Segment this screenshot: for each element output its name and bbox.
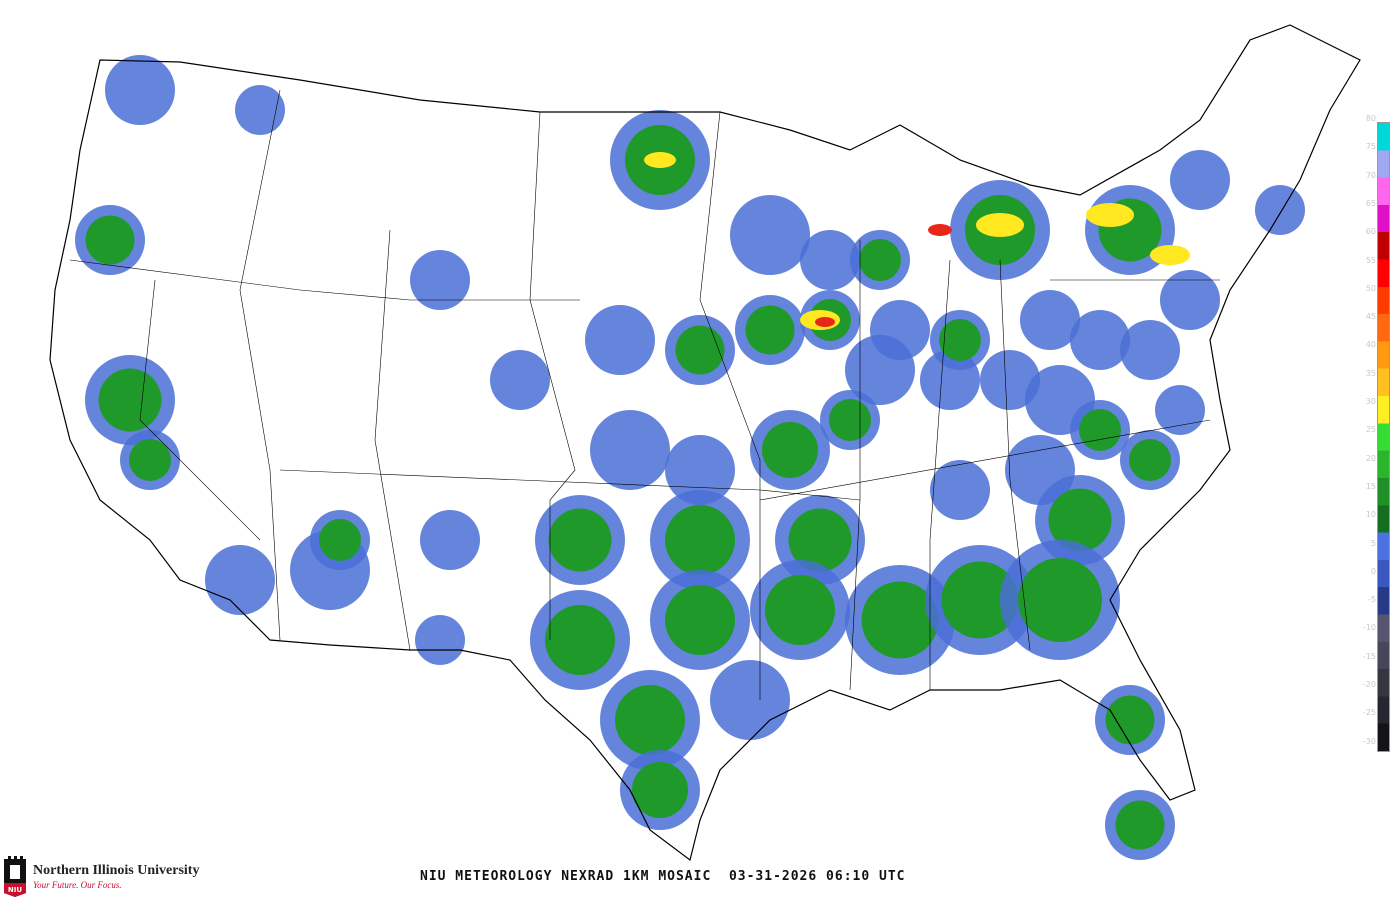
radar-echo-heavy bbox=[976, 213, 1024, 237]
radar-echo-moderate bbox=[319, 519, 361, 561]
radar-echo-light bbox=[590, 410, 670, 490]
scale-label: -30 bbox=[1362, 736, 1376, 746]
scale-label: -15 bbox=[1362, 651, 1376, 661]
radar-echo-moderate bbox=[1105, 695, 1155, 745]
radar-echo-light bbox=[1070, 310, 1130, 370]
radar-echo-light bbox=[1155, 385, 1205, 435]
radar-echo-moderate bbox=[615, 685, 685, 755]
radar-echo-moderate bbox=[85, 215, 135, 265]
logo-text: NIU bbox=[8, 886, 22, 894]
radar-echo-moderate bbox=[1129, 439, 1171, 481]
scale-label: 80 bbox=[1365, 114, 1376, 123]
radar-echo-moderate bbox=[745, 305, 795, 355]
radar-echo-light bbox=[800, 230, 860, 290]
radar-echo-heavy bbox=[1150, 245, 1190, 265]
scale-label: 10 bbox=[1365, 510, 1376, 520]
scale-label: 70 bbox=[1365, 170, 1376, 180]
radar-echo-light bbox=[105, 55, 175, 125]
scale-label: 60 bbox=[1365, 227, 1376, 237]
radar-echo-moderate bbox=[1018, 558, 1102, 642]
niu-logo-icon: NIU bbox=[4, 856, 26, 897]
radar-echo-moderate bbox=[859, 239, 901, 281]
radar-echo-moderate bbox=[98, 368, 162, 432]
scale-label: -20 bbox=[1362, 680, 1376, 689]
radar-echo-moderate bbox=[762, 422, 818, 478]
radar-echo-moderate bbox=[939, 319, 981, 361]
radar-echo-light bbox=[1020, 290, 1080, 350]
scale-label: 55 bbox=[1365, 255, 1376, 265]
scale-label: 35 bbox=[1365, 368, 1376, 378]
radar-echo-moderate bbox=[861, 581, 939, 659]
reflectivity-color-scale bbox=[1377, 122, 1390, 752]
radar-echo-moderate bbox=[1115, 800, 1165, 850]
radar-echo-moderate bbox=[765, 575, 835, 645]
map-caption: NIU METEOROLOGY NEXRAD 1KM MOSAIC 03-31-… bbox=[420, 869, 906, 884]
radar-echo-moderate bbox=[941, 561, 1019, 639]
scale-label: 15 bbox=[1365, 481, 1376, 491]
scale-label: 0 bbox=[1370, 566, 1376, 576]
radar-echo-light bbox=[980, 350, 1040, 410]
radar-echo-light bbox=[205, 545, 275, 615]
us-outline bbox=[49, 24, 1361, 862]
radar-echo-moderate bbox=[548, 508, 612, 572]
radar-echo-light bbox=[420, 510, 480, 570]
radar-echo-moderate bbox=[788, 508, 852, 572]
radar-echo-moderate bbox=[829, 399, 871, 441]
radar-echo-heavy bbox=[1086, 203, 1134, 227]
radar-echo-light bbox=[665, 435, 735, 505]
radar-echo-intense bbox=[815, 317, 835, 327]
radar-echoes bbox=[75, 55, 1305, 860]
radar-echo-light bbox=[1170, 150, 1230, 210]
scale-label: 45 bbox=[1365, 312, 1376, 322]
scale-label: 20 bbox=[1365, 453, 1376, 463]
radar-echo-light bbox=[710, 660, 790, 740]
university-name: Northern Illinois University bbox=[33, 863, 200, 878]
radar-echo-light bbox=[585, 305, 655, 375]
university-tagline: Your Future. Our Focus. bbox=[33, 880, 122, 890]
radar-echo-light bbox=[1160, 270, 1220, 330]
radar-echo-moderate bbox=[129, 439, 171, 481]
radar-echo-moderate bbox=[675, 325, 725, 375]
scale-label: 5 bbox=[1370, 538, 1376, 548]
radar-echo-light bbox=[235, 85, 285, 135]
state-borders bbox=[69, 89, 1220, 700]
radar-echo-light bbox=[415, 615, 465, 665]
radar-echo-light bbox=[870, 300, 930, 360]
scale-label: 25 bbox=[1365, 425, 1376, 435]
radar-echo-moderate bbox=[632, 762, 688, 818]
product-title: NIU METEOROLOGY NEXRAD 1KM MOSAIC bbox=[420, 869, 712, 884]
radar-echo-heavy bbox=[644, 152, 676, 168]
radar-echo-light bbox=[1255, 185, 1305, 235]
radar-echo-light bbox=[930, 460, 990, 520]
valid-time: 06:10 UTC bbox=[826, 869, 906, 884]
scale-label: -10 bbox=[1362, 623, 1376, 633]
scale-label: 40 bbox=[1365, 340, 1376, 350]
radar-echo-light bbox=[730, 195, 810, 275]
radar-echo-intense bbox=[928, 224, 952, 236]
scale-label: 50 bbox=[1365, 283, 1376, 293]
radar-echo-light bbox=[410, 250, 470, 310]
radar-echo-moderate bbox=[1079, 409, 1121, 451]
valid-date: 03-31-2026 bbox=[728, 869, 818, 884]
radar-echo-moderate bbox=[665, 585, 735, 655]
radar-echo-light bbox=[490, 350, 550, 410]
radar-echo-light bbox=[1120, 320, 1180, 380]
radar-echo-moderate bbox=[665, 505, 735, 575]
scale-label: 65 bbox=[1365, 198, 1376, 208]
radar-echo-moderate bbox=[545, 605, 615, 675]
scale-label: -25 bbox=[1362, 708, 1376, 718]
scale-label: 75 bbox=[1365, 142, 1376, 152]
radar-echo-moderate bbox=[1048, 488, 1112, 552]
scale-label: -5 bbox=[1368, 595, 1376, 605]
scale-label: 30 bbox=[1365, 397, 1376, 406]
